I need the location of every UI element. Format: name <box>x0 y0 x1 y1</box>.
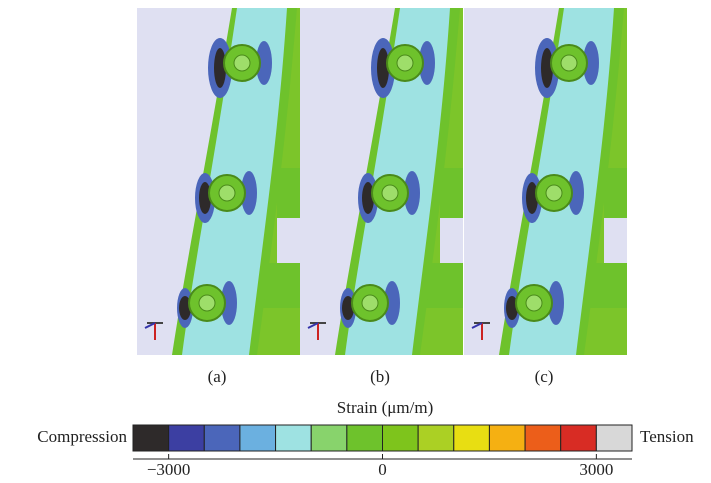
screw-head <box>233 54 251 72</box>
color-cell <box>132 424 170 452</box>
compression-core <box>179 296 191 320</box>
zone <box>241 171 257 215</box>
color-cell <box>488 424 526 452</box>
zone <box>256 41 272 85</box>
compression-core <box>377 48 389 88</box>
fe-content <box>137 8 300 355</box>
colorbar-title: Strain (μm/m) <box>337 398 433 417</box>
color-cell <box>168 424 205 452</box>
axis-z <box>144 322 156 329</box>
color-cell <box>560 424 597 452</box>
fe-image <box>137 8 300 355</box>
compression-core <box>199 182 211 214</box>
bar <box>440 168 463 218</box>
compression-core <box>526 182 538 214</box>
panel-label: (a) <box>208 367 227 386</box>
color-cell <box>275 424 312 452</box>
panel-label: (c) <box>535 367 554 386</box>
tick-label: −3000 <box>147 460 191 479</box>
fe-image <box>300 8 463 355</box>
panels <box>137 8 627 355</box>
fe-content <box>300 8 463 355</box>
compression-core <box>541 48 553 88</box>
color-cell <box>524 424 562 452</box>
fe-content <box>464 8 627 355</box>
zone <box>583 41 599 85</box>
gap <box>440 218 463 263</box>
bar <box>277 168 300 218</box>
screw-head <box>560 54 578 72</box>
screw-head <box>361 294 379 312</box>
gap <box>604 218 627 263</box>
tick-label: 0 <box>378 460 387 479</box>
compression-core <box>362 182 374 214</box>
color-cell <box>203 424 241 452</box>
zone <box>384 281 400 325</box>
screw-head <box>198 294 216 312</box>
left-label: Compression <box>37 427 127 446</box>
color-cell <box>595 424 633 452</box>
compression-core <box>342 296 354 320</box>
gap <box>277 218 300 263</box>
color-cell <box>382 424 419 452</box>
color-cell <box>417 424 455 452</box>
panel-label: (b) <box>370 367 390 386</box>
compression-core <box>214 48 226 88</box>
screw-head <box>396 54 414 72</box>
bar <box>604 168 627 218</box>
color-cell <box>453 424 490 452</box>
compression-core <box>506 296 518 320</box>
color-cell <box>239 424 277 452</box>
tick-label: 3000 <box>579 460 613 479</box>
zone <box>548 281 564 325</box>
right-label: Tension <box>640 427 694 446</box>
screw-head <box>218 184 236 202</box>
zone <box>419 41 435 85</box>
screw-head <box>525 294 543 312</box>
screw-head <box>545 184 563 202</box>
color-cell <box>310 424 348 452</box>
axis-z <box>307 322 319 329</box>
color-cell <box>346 424 384 452</box>
zone <box>221 281 237 325</box>
fe-image <box>464 8 627 355</box>
screw-head <box>381 184 399 202</box>
zone <box>404 171 420 215</box>
zone <box>568 171 584 215</box>
axis-z <box>471 322 483 329</box>
colorbar: −3000 0 3000 <box>132 424 633 479</box>
